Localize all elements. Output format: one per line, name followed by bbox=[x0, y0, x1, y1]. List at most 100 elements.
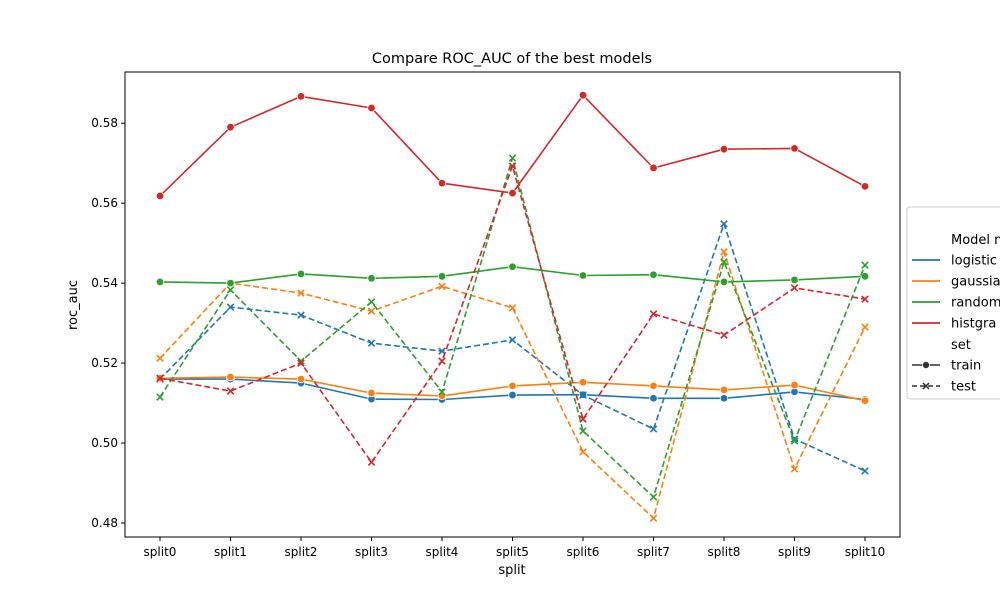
data-point bbox=[508, 188, 517, 198]
data-point bbox=[861, 323, 869, 331]
x-tick-label: split3 bbox=[355, 545, 388, 559]
x-tick-label: split7 bbox=[637, 545, 670, 559]
data-point bbox=[649, 163, 658, 173]
legend-style-entries: train test bbox=[912, 359, 981, 395]
series-line bbox=[159, 165, 866, 464]
x-tick-label: split9 bbox=[778, 545, 811, 559]
data-point bbox=[155, 277, 165, 287]
data-point bbox=[367, 274, 376, 283]
legend-frame bbox=[906, 206, 1000, 400]
x-axis-label: split bbox=[498, 563, 525, 578]
data-point bbox=[367, 458, 376, 466]
data-point bbox=[508, 381, 517, 391]
data-point bbox=[508, 336, 517, 344]
data-point bbox=[438, 357, 446, 365]
data-point bbox=[156, 354, 164, 363]
data-point bbox=[719, 277, 729, 287]
series-logistic-test bbox=[156, 220, 869, 475]
legend-entry-label: logistic bbox=[951, 254, 997, 269]
y-tick-label: 0.56 bbox=[91, 196, 118, 210]
legend-style-label: test bbox=[951, 380, 976, 395]
data-point bbox=[226, 286, 235, 294]
data-point bbox=[720, 331, 728, 339]
data-point bbox=[155, 191, 165, 201]
series-gaussia-test bbox=[156, 248, 869, 522]
data-point bbox=[720, 248, 728, 256]
data-point bbox=[790, 380, 799, 390]
data-point bbox=[508, 154, 517, 162]
data-point bbox=[578, 90, 588, 100]
legend: Model n logistic gaussia random histgra set… bbox=[906, 206, 1000, 400]
data-point bbox=[297, 359, 305, 367]
y-tick-label: 0.58 bbox=[91, 116, 118, 130]
data-point bbox=[579, 427, 587, 435]
data-point bbox=[861, 467, 869, 475]
data-point bbox=[860, 182, 870, 191]
data-point bbox=[649, 394, 658, 403]
data-point bbox=[156, 374, 164, 383]
data-point bbox=[719, 144, 729, 154]
data-point bbox=[367, 298, 376, 306]
data-point bbox=[296, 374, 306, 384]
data-point bbox=[367, 307, 376, 315]
series-histgra-test bbox=[156, 162, 869, 466]
data-point bbox=[579, 448, 587, 456]
data-point bbox=[367, 388, 376, 398]
data-point bbox=[790, 144, 799, 153]
data-point bbox=[860, 272, 870, 281]
x-tick-label: split10 bbox=[845, 545, 886, 559]
x-tick-label: split2 bbox=[285, 545, 318, 559]
y-axis-ticks: 0.48 0.50 0.52 0.54 0.56 0.58 bbox=[91, 116, 125, 530]
data-point bbox=[861, 261, 869, 269]
legend-entry-label: histgra bbox=[951, 317, 996, 332]
data-point bbox=[649, 425, 658, 433]
data-point bbox=[226, 278, 235, 288]
data-point bbox=[649, 270, 658, 279]
data-point bbox=[579, 415, 587, 423]
data-point bbox=[296, 269, 306, 279]
legend-style-title: set bbox=[951, 338, 971, 353]
legend-entry-label: gaussia bbox=[951, 275, 1000, 290]
x-axis-ticks: split0 split1 split2 split3 split4 split5 spli… bbox=[144, 537, 886, 559]
x-tick-label: split8 bbox=[708, 545, 741, 559]
data-point bbox=[296, 92, 306, 101]
chart-title: Compare ROC_AUC of the best models bbox=[372, 51, 652, 67]
series-line bbox=[159, 223, 866, 472]
data-point bbox=[579, 391, 587, 399]
plot-frame bbox=[124, 71, 901, 538]
series-random-train bbox=[155, 262, 870, 288]
data-point bbox=[720, 220, 728, 228]
data-point bbox=[720, 258, 728, 266]
data-point bbox=[578, 378, 588, 387]
y-axis-label: roc_auc bbox=[66, 280, 81, 330]
data-point bbox=[438, 388, 446, 396]
legend-entry-label: random bbox=[951, 296, 1000, 311]
series-gaussia-train bbox=[155, 372, 870, 405]
data-point bbox=[297, 289, 305, 297]
data-point bbox=[508, 162, 517, 170]
legend-style-marker bbox=[922, 360, 931, 369]
legend-entries: logistic gaussia random histgra bbox=[912, 254, 1000, 332]
data-point bbox=[508, 304, 517, 312]
series-random-test bbox=[156, 154, 869, 501]
data-point bbox=[790, 284, 799, 292]
x-tick-label: split1 bbox=[214, 545, 247, 559]
series-histgra-train bbox=[155, 90, 870, 201]
data-point bbox=[226, 303, 235, 311]
data-point bbox=[508, 390, 517, 400]
data-point bbox=[790, 275, 799, 285]
x-tick-label: split0 bbox=[144, 545, 177, 559]
data-point bbox=[719, 394, 729, 403]
data-point bbox=[578, 271, 588, 280]
legend-style-label: train bbox=[951, 359, 981, 374]
data-point bbox=[649, 310, 658, 318]
data-point bbox=[367, 339, 376, 347]
data-point bbox=[790, 437, 799, 445]
data-point bbox=[297, 311, 305, 319]
data-point bbox=[367, 103, 376, 113]
data-point bbox=[860, 396, 870, 405]
data-point bbox=[649, 514, 658, 522]
data-point bbox=[438, 282, 446, 291]
